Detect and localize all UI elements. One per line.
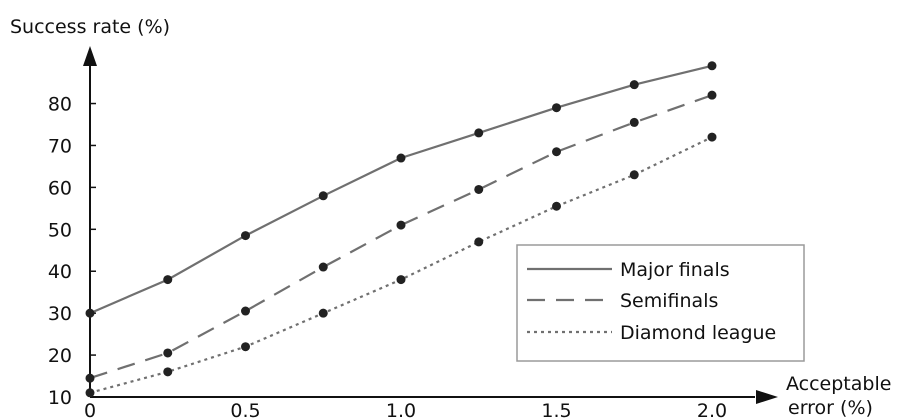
data-point (474, 237, 484, 247)
data-point (629, 117, 639, 127)
legend-label-semifinals: Semifinals (620, 290, 718, 312)
y-tick-label: 30 (48, 303, 72, 325)
data-point (241, 231, 250, 241)
y-tick-label: 40 (48, 261, 72, 283)
data-point (629, 80, 639, 90)
x-tick-label: 0 (84, 400, 96, 420)
axis-ticks: 10 20 30 40 50 60 70 80 0 0.5 1.0 1.5 2.0 (48, 94, 727, 420)
data-point (629, 170, 639, 180)
y-tick-label: 60 (48, 177, 72, 199)
data-point (85, 308, 95, 318)
data-point (552, 201, 561, 211)
y-tick-label: 50 (48, 219, 72, 241)
data-point (474, 128, 484, 138)
data-point (474, 184, 484, 194)
data-point (163, 348, 173, 358)
x-tick-label: 0.5 (230, 400, 260, 420)
y-axis-title: Success rate (%) (10, 16, 170, 38)
data-point (318, 191, 328, 201)
data-point (318, 262, 328, 272)
data-point (552, 103, 561, 113)
data-point (318, 308, 328, 318)
x-axis-title-line-2: error (%) (788, 397, 873, 419)
data-markers (85, 61, 717, 398)
y-tick-label: 80 (48, 94, 72, 116)
data-point (85, 373, 95, 383)
data-point (396, 275, 406, 285)
data-point (396, 220, 406, 230)
y-tick-label: 10 (48, 387, 72, 409)
x-tick-label: 1.0 (386, 400, 416, 420)
data-point (707, 132, 717, 142)
data-point (241, 342, 250, 352)
legend-label-diamond-league: Diamond league (620, 322, 776, 344)
legend-label-major-finals: Major finals (620, 259, 730, 281)
y-tick-label: 70 (48, 135, 72, 157)
x-axis-title-line-1: Acceptable (786, 373, 891, 395)
y-axis-arrow (83, 46, 97, 66)
x-tick-label: 1.5 (541, 400, 571, 420)
x-tick-label: 2.0 (697, 400, 727, 420)
data-point (241, 306, 250, 316)
data-point (85, 388, 95, 398)
data-point (163, 367, 173, 377)
legend-box (516, 244, 805, 362)
legend: Major finals Semifinals Diamond league (516, 244, 805, 362)
data-point (163, 275, 173, 285)
data-point (707, 90, 717, 100)
data-point (552, 147, 561, 157)
y-tick-label: 20 (48, 345, 72, 367)
data-point (707, 61, 717, 71)
data-point (396, 153, 406, 163)
x-axis-arrow (756, 390, 778, 404)
